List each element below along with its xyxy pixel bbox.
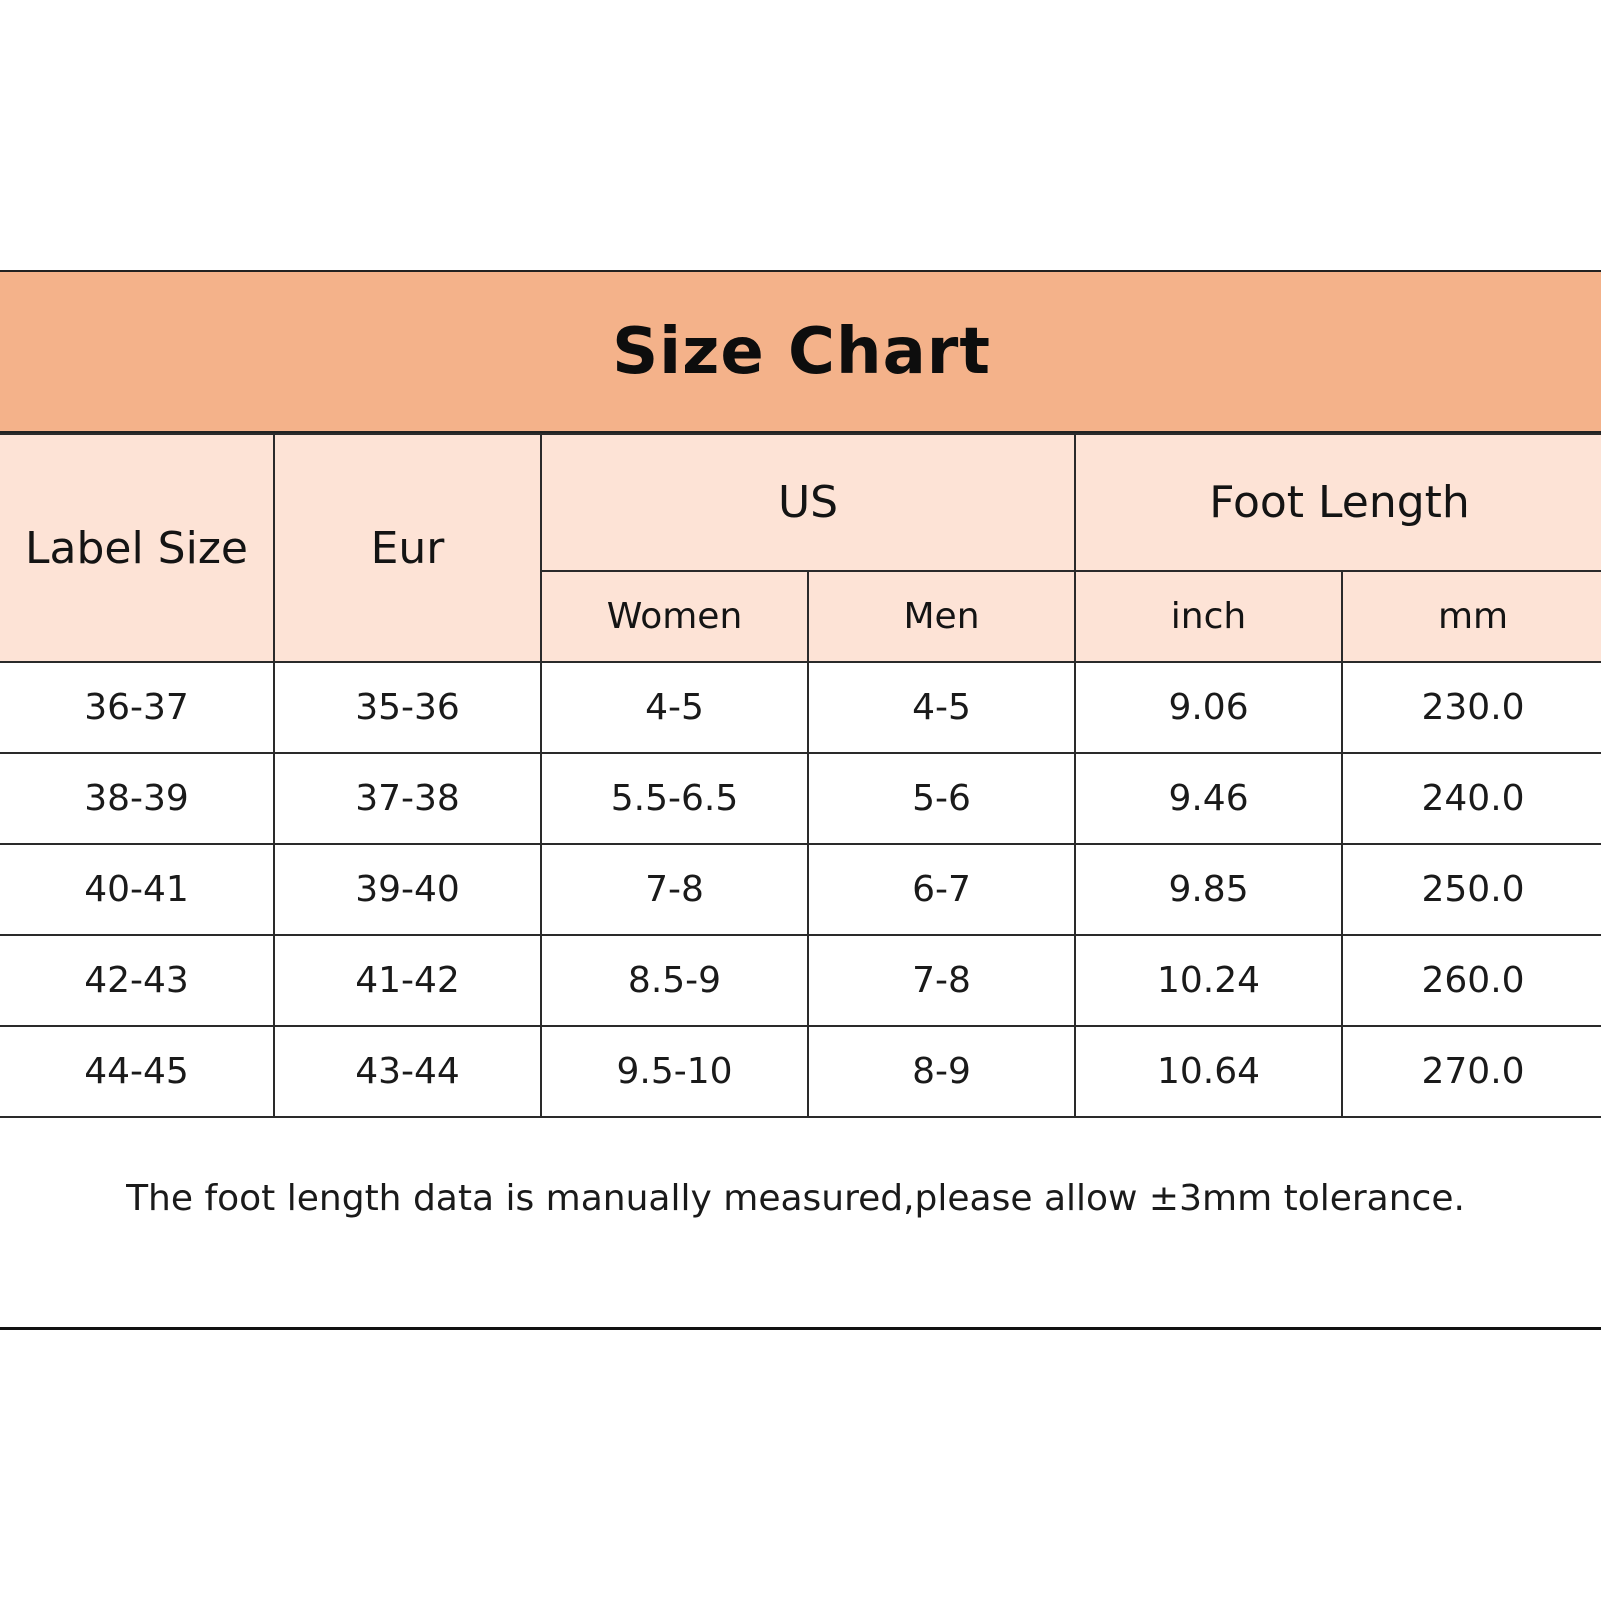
cell-us-men: 7-8 [806,934,1077,1027]
cell-inch: 9.06 [1074,661,1344,754]
cell-label-size: 38-39 [0,752,275,845]
cell-eur: 37-38 [273,752,542,845]
cell-eur: 41-42 [273,934,542,1027]
cell-label-size: 44-45 [0,1025,275,1118]
cell-eur: 43-44 [273,1025,542,1118]
cell-us-men: 4-5 [806,661,1077,754]
cell-mm: 260.0 [1341,934,1601,1027]
table-row: 42-43 41-42 8.5-9 7-8 10.24 260.0 [0,934,1601,1027]
cell-mm: 230.0 [1341,661,1601,754]
header-inch: inch [1074,570,1344,663]
cell-eur: 39-40 [273,843,542,936]
cell-mm: 270.0 [1341,1025,1601,1118]
cell-us-men: 5-6 [806,752,1077,845]
size-chart-title: Size Chart [612,314,991,389]
cell-us-men: 6-7 [806,843,1077,936]
table-row: 40-41 39-40 7-8 6-7 9.85 250.0 [0,843,1601,936]
header-us: US [539,433,1077,572]
header-label-size: Label Size [0,433,275,663]
cell-us-women: 7-8 [540,843,809,936]
cell-mm: 240.0 [1341,752,1601,845]
cell-eur: 35-36 [273,661,542,754]
tolerance-note: The foot length data is manually measure… [0,1178,1601,1219]
header-mm: mm [1341,570,1601,663]
cell-label-size: 36-37 [0,661,275,754]
table-row: 36-37 35-36 4-5 4-5 9.06 230.0 [0,661,1601,754]
cell-label-size: 42-43 [0,934,275,1027]
cell-inch: 10.24 [1074,934,1344,1027]
cell-us-women: 9.5-10 [540,1025,809,1118]
title-band: Size Chart [0,272,1601,433]
cell-mm: 250.0 [1341,843,1601,936]
header-men: Men [806,570,1077,663]
cell-inch: 9.85 [1074,843,1344,936]
header-eur: Eur [273,433,542,663]
table-row: 38-39 37-38 5.5-6.5 5-6 9.46 240.0 [0,752,1601,845]
header-women: Women [540,570,809,663]
header-row-top: Label Size Eur US Foot Length [0,433,1601,663]
header-foot-length: Foot Length [1074,433,1601,572]
size-table: Label Size Eur US Foot Length Women Men … [0,433,1601,1118]
cell-us-women: 5.5-6.5 [540,752,809,845]
cell-inch: 9.46 [1074,752,1344,845]
table-row: 44-45 43-44 9.5-10 8-9 10.64 270.0 [0,1025,1601,1118]
cell-us-women: 8.5-9 [540,934,809,1027]
size-chart-sheet: Size Chart Label Size Eur US Foot Length… [0,270,1601,1330]
cell-us-women: 4-5 [540,661,809,754]
cell-us-men: 8-9 [806,1025,1077,1118]
tolerance-note-text: The foot length data is manually measure… [126,1178,1465,1219]
cell-inch: 10.64 [1074,1025,1344,1118]
header-row-sub: Women Men inch mm [0,570,1601,663]
cell-label-size: 40-41 [0,843,275,936]
